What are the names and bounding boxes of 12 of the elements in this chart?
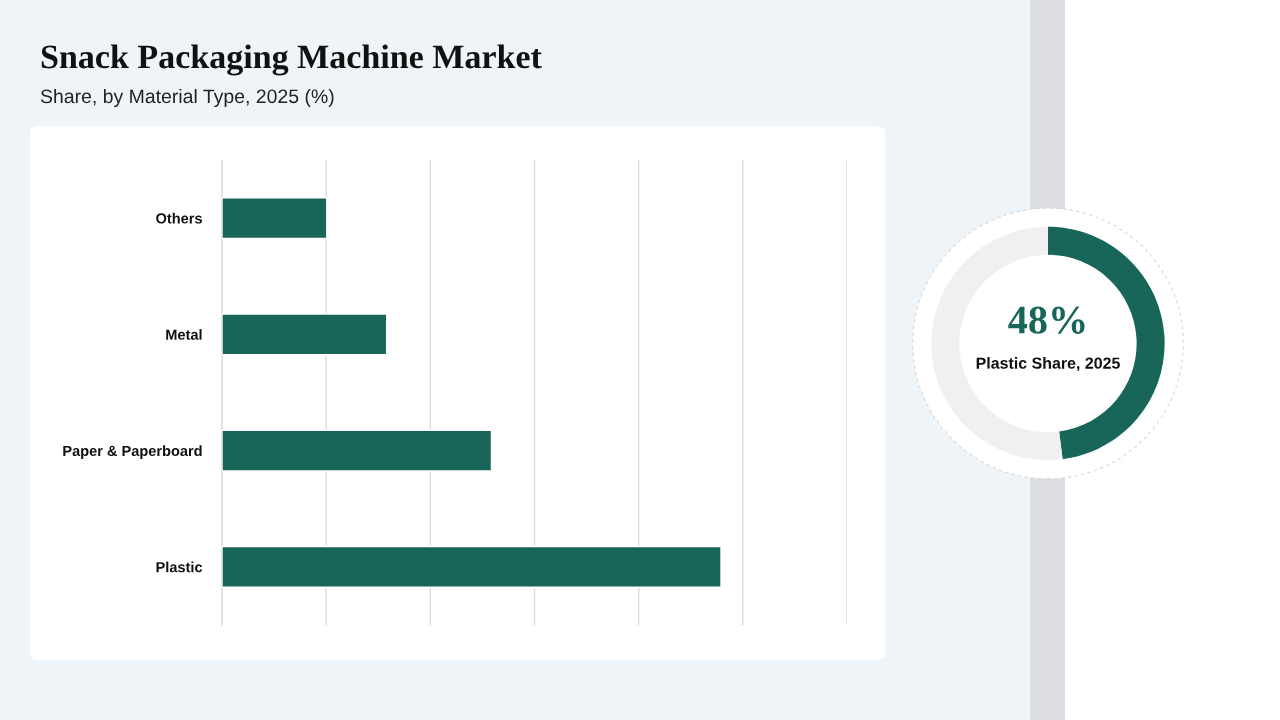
text: Plastic Share, 2025 (976, 357, 1120, 372)
y-tick-label: Metal (166, 329, 202, 340)
data-label: 48% (1008, 306, 1085, 334)
bar (222, 545, 722, 588)
bar (222, 313, 388, 356)
chart-subtitle: Share, by Material Type, 2025 (%) (40, 88, 334, 108)
y-tick-label: Others (156, 212, 202, 224)
y-tick-label: Paper & Paperboard (63, 445, 202, 459)
chart-title: Snack Packaging Machine Market (41, 44, 542, 76)
bar (222, 429, 493, 472)
y-tick-label: Plastic (156, 561, 203, 573)
bar (222, 197, 328, 240)
